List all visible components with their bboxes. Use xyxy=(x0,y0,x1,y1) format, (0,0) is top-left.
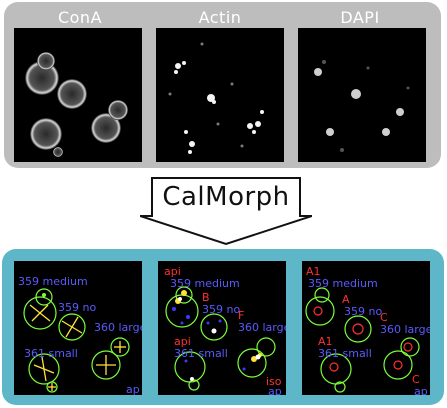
cell-annotation: B xyxy=(202,291,210,304)
cell-annotation: C xyxy=(380,311,388,324)
arrow-label: CalMorph xyxy=(162,182,290,212)
cell-annotation: A1 xyxy=(306,265,321,278)
label-cona: ConA xyxy=(57,8,103,27)
cell-annotation: ap xyxy=(126,383,140,395)
cell-annotation: 359 medium xyxy=(170,277,240,290)
cell-annotation: 360 large xyxy=(380,323,430,336)
cell-annotation: 360 large xyxy=(238,321,286,334)
cell-annotation: 359 no xyxy=(344,305,382,318)
cell-annotation: 359 no xyxy=(58,301,96,314)
cell-annotation: iso xyxy=(266,375,282,388)
cell-annotation: 361 small xyxy=(24,347,78,360)
cell-annotation: 359 medium xyxy=(18,275,88,288)
cell-annotation: 360 large xyxy=(94,321,142,334)
cell-annotation: F xyxy=(238,309,244,322)
cell-annotation: 359 no xyxy=(202,303,240,316)
cell-annotation: 361 small xyxy=(318,347,372,360)
label-dapi: DAPI xyxy=(340,8,380,27)
process-arrow: CalMorph xyxy=(139,176,313,246)
cell-annotation: ap xyxy=(268,385,282,395)
cell-annotation: 361 small xyxy=(174,347,228,360)
dapi-processed-image: A1 359 medium A 359 no C 360 large A1 36… xyxy=(302,261,430,395)
actin-image xyxy=(156,28,284,162)
cell-annotation: C xyxy=(412,373,420,386)
cona-processed-image: 359 medium 359 no 360 large 361 small ap xyxy=(14,261,142,395)
actin-processed-image: api 359 medium B 359 no F 360 large api … xyxy=(158,261,286,395)
cell-annotation: A xyxy=(342,293,350,306)
cell-annotation: api xyxy=(164,265,181,278)
dapi-image xyxy=(298,28,426,162)
cell-annotation: A1 xyxy=(318,335,333,348)
cell-annotation: 359 medium xyxy=(308,277,378,290)
raw-images-panel: ConA Actin DAPI xyxy=(4,2,441,168)
cell-annotation: api xyxy=(174,335,191,348)
label-actin: Actin xyxy=(198,8,242,27)
cell-annotation: ap xyxy=(414,385,428,395)
cona-image xyxy=(14,28,142,162)
processed-images-panel: 359 medium 359 no 360 large 361 small ap xyxy=(2,249,444,405)
